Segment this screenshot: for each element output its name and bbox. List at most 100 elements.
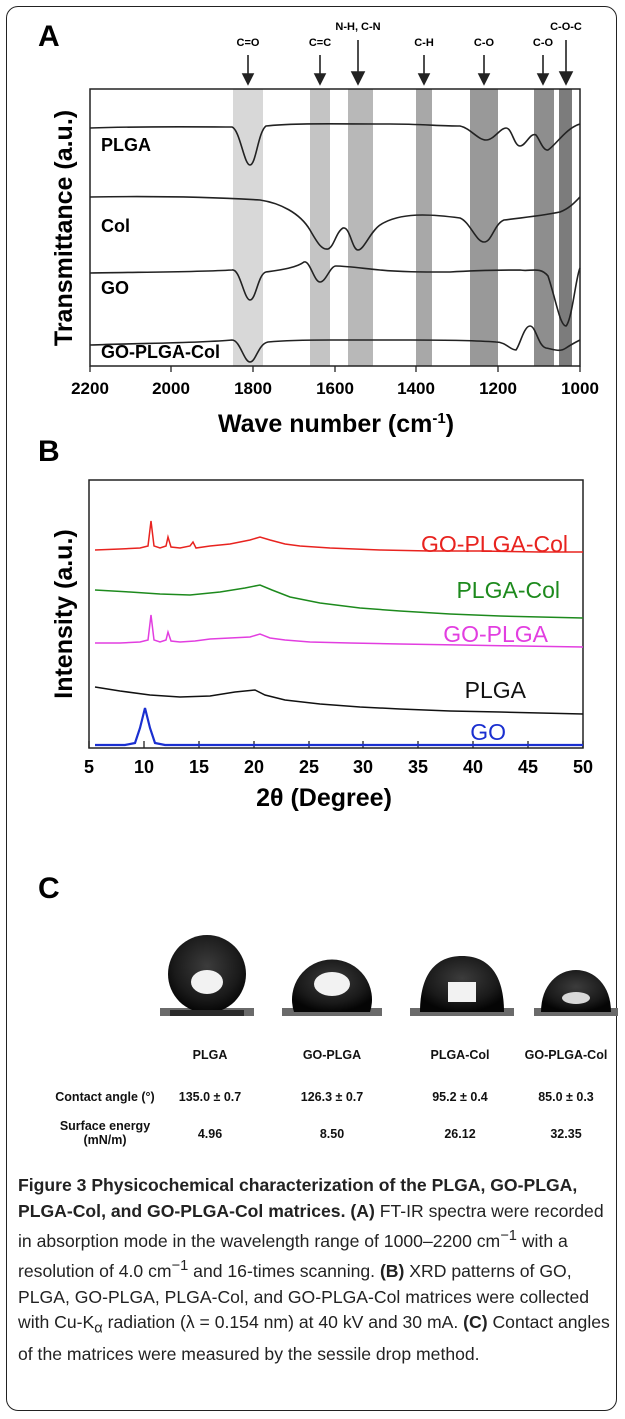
x-tick-b-6: 30 (353, 757, 373, 777)
series-label-plga-xrd: PLGA (465, 677, 527, 703)
series-label-go-xrd: GO (470, 719, 506, 745)
panel-a-xlabel: Wave number (cm-1) (218, 410, 454, 438)
droplet-plga-col (410, 956, 514, 1016)
caption-c-text: Contact angles of the matrices were meas… (18, 1312, 610, 1365)
band-c-o-1750 (233, 89, 263, 366)
droplet-plga (160, 935, 254, 1016)
caption-a-text-2: with a resolution of 4.0 cm (18, 1230, 568, 1282)
column-header-3: PLGA-Col (430, 1048, 490, 1062)
surface-energy-value-2: 8.50 (319, 1127, 345, 1141)
band-c-o-c (559, 89, 572, 366)
panel-b-xlabel: 2θ (Degree) (256, 784, 392, 812)
row-label-surface-energy-line2: (mN/m) (83, 1133, 127, 1147)
spectrum-plga (89, 123, 581, 166)
panel-b-ylabel: Intensity (a.u.) (50, 529, 78, 698)
surface-energy-value-3: 26.12 (444, 1127, 476, 1141)
band-label-5: C-O (474, 37, 495, 49)
panel-b-xrd-chart: GO-PLGA-Col PLGA-Col GO-PLGA PLGA GO 5 1… (50, 479, 593, 812)
caption-title: Figure 3 Physicochemical characterizatio… (18, 1175, 578, 1221)
series-label-go-plga-xrd: GO-PLGA (443, 621, 548, 647)
pattern-go (95, 707, 583, 747)
row-label-contact-angle: Contact angle (°) (55, 1090, 155, 1104)
column-header-4: GO-PLGA-Col (524, 1048, 608, 1062)
pattern-plga (94, 686, 584, 715)
panel-b-letter: B (38, 435, 60, 468)
caption-c-tag: (C) (463, 1312, 488, 1333)
figure-caption: Figure 3 Physicochemical characterizatio… (18, 1173, 610, 1368)
series-label-plga: PLGA (101, 135, 151, 155)
panel-a-axes (89, 88, 581, 367)
x-tick-b-1: 5 (84, 757, 94, 777)
contact-angle-value-3: 95.2 ± 0.4 (432, 1090, 488, 1104)
x-tick-2: 2000 (152, 379, 190, 398)
band-label-1: C=O (237, 37, 260, 49)
surface-energy-value-4: 32.35 (550, 1127, 582, 1141)
band-c-h (416, 89, 432, 366)
panel-a-ftir-chart: C=O C=C N-H, C-N C-H C-O C-O C-O-C PLGA … (50, 21, 599, 438)
band-arrows (241, 40, 574, 86)
caption-a-text-1: FT-IR spectra were recorded in absorptio… (18, 1200, 604, 1251)
x-tick-b-8: 40 (463, 757, 483, 777)
x-tick-b-2: 10 (134, 757, 154, 777)
x-tick-b-5: 25 (299, 757, 319, 777)
panel-a-letter: A (38, 20, 60, 53)
caption-a-sup-2: −1 (171, 1258, 189, 1275)
panel-b-axes (88, 479, 584, 749)
column-header-2: GO-PLGA (302, 1048, 362, 1062)
x-tick-b-4: 20 (244, 757, 264, 777)
series-label-go: GO (101, 278, 129, 298)
series-label-go-plga-col-xrd: GO-PLGA-Col (421, 531, 568, 557)
x-tick-1: 2200 (71, 379, 109, 398)
surface-energy-value-1: 4.96 (197, 1127, 223, 1141)
caption-a-tag: (A) (350, 1200, 375, 1221)
caption-b-text-2: radiation (λ = 0.154 nm) at 40 kV and 30… (102, 1312, 459, 1333)
pattern-plga-col (94, 584, 584, 619)
contact-angle-value-1: 135.0 ± 0.7 (178, 1090, 242, 1104)
band-label-2: C=C (309, 37, 331, 49)
band-label-4: C-H (414, 37, 434, 49)
x-tick-b-9: 45 (518, 757, 538, 777)
row-label-surface-energy: Surface energy (mN/m) (30, 1119, 180, 1147)
band-c-o-1250 (470, 89, 498, 366)
band-c-c (310, 89, 330, 366)
band-label-6: C-O (533, 37, 554, 49)
panel-a-ticks (89, 366, 581, 372)
contact-angle-value-2: 126.3 ± 0.7 (300, 1090, 364, 1104)
spectrum-go (89, 261, 581, 327)
xrd-patterns (94, 520, 584, 747)
band-c-o-1100 (534, 89, 554, 366)
column-header-1: PLGA (192, 1048, 228, 1062)
x-tick-b-7: 35 (408, 757, 428, 777)
series-label-col: Col (101, 216, 130, 236)
panel-b-tick-labels: 5 10 15 20 25 30 35 40 45 50 (84, 757, 593, 777)
spectrum-go-plga-col (89, 325, 581, 363)
band-label-7: C-O-C (550, 21, 582, 33)
series-label-plga-col-xrd: PLGA-Col (456, 577, 560, 603)
pattern-go-plga (95, 614, 584, 648)
x-tick-7: 1000 (561, 379, 599, 398)
x-tick-5: 1400 (397, 379, 435, 398)
band-label-3: N-H, C-N (335, 21, 380, 33)
panel-a-ylabel: Transmittance (a.u.) (50, 110, 78, 346)
contact-angle-value-4: 85.0 ± 0.3 (538, 1090, 594, 1104)
spectrum-col (89, 195, 581, 251)
droplet-go-plga-col (534, 970, 618, 1016)
caption-a-sup-1: −1 (500, 1228, 517, 1244)
x-tick-6: 1200 (479, 379, 517, 398)
caption-a-text-3: and 16-times scanning. (188, 1261, 376, 1282)
ftir-spectra (89, 123, 581, 363)
x-tick-3: 1800 (234, 379, 272, 398)
band-nh-cn (348, 89, 373, 366)
series-label-go-plga-col: GO-PLGA-Col (101, 342, 220, 362)
x-tick-4: 1600 (316, 379, 354, 398)
pattern-go-plga-col (94, 520, 583, 553)
caption-b-tag: (B) (379, 1261, 405, 1282)
droplet-go-plga (282, 959, 382, 1016)
x-tick-b-3: 15 (189, 757, 209, 777)
row-label-surface-energy-line1: Surface energy (59, 1119, 151, 1133)
panel-c-letter: C (38, 872, 60, 905)
caption-b-sub: α (94, 1320, 103, 1337)
figure-frame (6, 6, 617, 1411)
caption-b-text-1: XRD patterns of GO, PLGA, GO-PLGA, PLGA-… (18, 1261, 590, 1333)
droplet-images (160, 935, 618, 1016)
